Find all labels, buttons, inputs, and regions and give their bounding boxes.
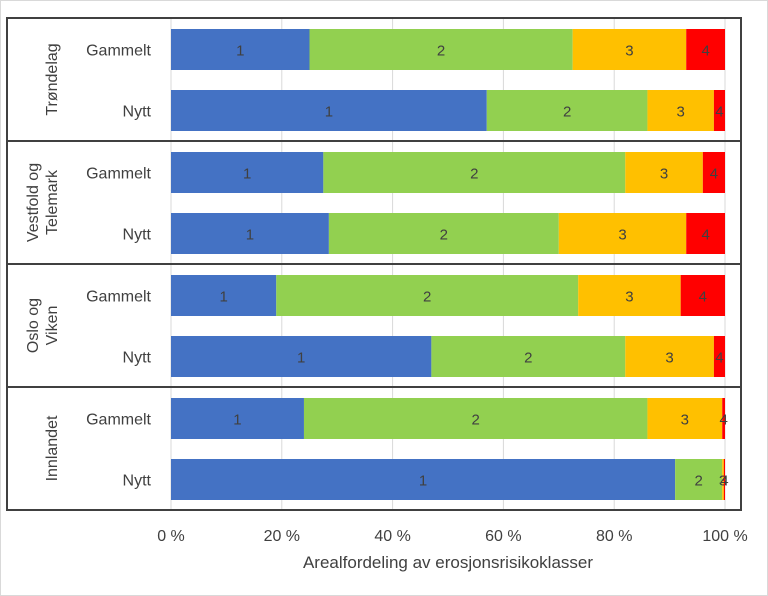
category-label: Gammelt [86, 43, 151, 60]
bars: 1 2 3 41 2 3 41 2 3 41 2 3 41 2 3 41 2 3 41 2 3 41 2 34 [171, 29, 729, 500]
bar-segment [647, 398, 723, 439]
group-box [6, 386, 742, 511]
bar-segment [171, 29, 310, 70]
bar-segment [171, 398, 304, 439]
bar-data-label: 4 [715, 104, 723, 121]
bar-data-label: 3 [677, 104, 685, 121]
bar-data-label: 4 [720, 473, 728, 490]
bar-segment [572, 29, 687, 70]
bar-data-label: 1 [419, 473, 427, 490]
group-labels: Trøndelag Vestfold og Telemark Oslo og Viken… [25, 43, 61, 481]
group-label: Innlandet [44, 415, 61, 481]
bar-data-label: 3 [625, 43, 633, 60]
bar-data-label: 1 [297, 350, 305, 367]
group-label: Oslo og Viken [25, 298, 61, 353]
bar-data-label: 4 [715, 350, 723, 367]
bar-segment [171, 213, 329, 254]
x-axis-title: Arealfordeling av erosjonsrisikoklasser [303, 553, 593, 572]
bar-data-label: 2 [472, 412, 480, 429]
bar-data-label: 1 [243, 166, 251, 183]
bar-segment [171, 275, 277, 316]
bar-data-label: 1 [219, 289, 227, 306]
category-labels: Gammelt Nytt Gammelt Nytt Gammelt Nytt Gammelt… [86, 43, 151, 490]
bar-data-label: 3 [625, 289, 633, 306]
group-boxes [6, 17, 742, 511]
bar-segment [723, 459, 725, 500]
bar-segment [171, 90, 487, 131]
category-label: Nytt [123, 473, 152, 490]
bar-data-label: 2 [695, 473, 703, 490]
category-label: Nytt [123, 350, 152, 367]
bar-segment [171, 459, 676, 500]
bar-data-label: 3 [618, 227, 626, 244]
category-label: Nytt [123, 104, 152, 121]
bar-data-label: 1 [325, 104, 333, 121]
x-tick-label: 20 % [264, 528, 300, 545]
x-tick-label: 100 % [702, 528, 747, 545]
group-label: Vestfold og Telemark [25, 163, 61, 242]
category-label: Gammelt [86, 166, 151, 183]
bar-data-label: 2 [440, 227, 448, 244]
bar-data-label: 2 [563, 104, 571, 121]
bar-segment [675, 459, 723, 500]
bar-segment [558, 213, 687, 254]
bar-segment [647, 90, 714, 131]
x-tick-label: 0 % [157, 528, 185, 545]
x-tick-label: 80 % [596, 528, 632, 545]
bar-data-label: 3 [665, 350, 673, 367]
bar-segment [722, 398, 725, 439]
bar-data-label: 2 [524, 350, 532, 367]
bar-data-label: 2 [470, 166, 478, 183]
bar-data-label: 4 [719, 412, 727, 429]
bar-segment [713, 336, 725, 377]
group-label: Trøndelag [44, 43, 61, 115]
bar-data-label: 1 [246, 227, 254, 244]
bar-segment [171, 336, 432, 377]
bar-data-label: 3 [719, 473, 727, 490]
category-label: Gammelt [86, 289, 151, 306]
bar-data-label: 4 [710, 166, 718, 183]
bar-segment [722, 459, 724, 500]
bar-data-label: 3 [681, 412, 689, 429]
bar-data-label: 2 [423, 289, 431, 306]
bar-data-label: 1 [233, 412, 241, 429]
bar-segment [680, 275, 725, 316]
bar-data-label: 3 [660, 166, 668, 183]
x-tick-labels: 0 % 20 % 40 % 60 % 80 % 100 % [157, 528, 747, 545]
bar-segment [686, 213, 725, 254]
bar-data-label: 1 [236, 43, 244, 60]
bar-data-label: 4 [699, 289, 707, 306]
x-tick-label: 40 % [374, 528, 410, 545]
bar-segment [625, 152, 703, 193]
bar-data-label: 2 [437, 43, 445, 60]
bar-data-label: 4 [701, 43, 709, 60]
category-label: Gammelt [86, 412, 151, 429]
bar-segment [323, 152, 626, 193]
bar-segment [171, 152, 324, 193]
bar-segment [303, 398, 648, 439]
bar-segment [702, 152, 725, 193]
bar-segment [713, 90, 725, 131]
bar-data-label: 4 [701, 227, 709, 244]
category-label: Nytt [123, 227, 152, 244]
bar-segment [328, 213, 559, 254]
bar-segment [309, 29, 573, 70]
x-tick-label: 60 % [485, 528, 521, 545]
bar-segment [625, 336, 714, 377]
bar-segment [431, 336, 626, 377]
bar-segment [276, 275, 579, 316]
bar-segment [686, 29, 725, 70]
bar-segment [486, 90, 648, 131]
bar-segment [578, 275, 681, 316]
